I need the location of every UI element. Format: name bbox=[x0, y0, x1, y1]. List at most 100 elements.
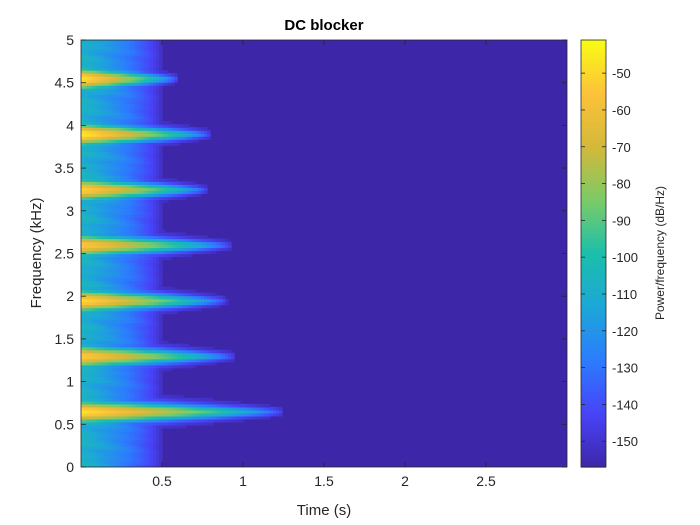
heatmap-cell bbox=[144, 46, 148, 50]
heatmap-cell bbox=[177, 421, 181, 426]
heatmap-cell bbox=[207, 295, 211, 300]
heatmap-cell bbox=[120, 406, 124, 411]
heatmap-cell bbox=[135, 55, 139, 59]
heatmap-cell bbox=[96, 343, 100, 348]
heatmap-cell bbox=[147, 442, 151, 447]
heatmap-cell bbox=[135, 121, 139, 125]
heatmap-cell bbox=[153, 115, 157, 119]
heatmap-cell bbox=[231, 415, 235, 420]
heatmap-cell bbox=[114, 97, 118, 101]
heatmap-cell bbox=[156, 268, 160, 273]
heatmap-cell bbox=[129, 148, 133, 152]
heatmap-cell bbox=[198, 415, 202, 420]
heatmap-cell bbox=[114, 298, 118, 303]
heatmap-cell bbox=[117, 49, 121, 53]
heatmap-cell bbox=[120, 370, 124, 375]
heatmap-cell bbox=[153, 391, 157, 396]
heatmap-cell bbox=[105, 112, 109, 116]
heatmap-cell bbox=[195, 301, 199, 306]
heatmap-cell bbox=[168, 196, 172, 200]
heatmap-cell bbox=[159, 187, 163, 191]
heatmap-cell bbox=[156, 193, 160, 197]
heatmap-cell bbox=[126, 46, 130, 50]
heatmap-cell bbox=[168, 346, 172, 351]
heatmap-cell bbox=[108, 325, 112, 330]
heatmap-cell bbox=[159, 130, 163, 134]
heatmap-cell bbox=[126, 73, 130, 77]
heatmap-cell bbox=[123, 409, 127, 414]
heatmap-cell bbox=[153, 268, 157, 273]
heatmap-cell bbox=[87, 364, 91, 369]
heatmap-cell bbox=[126, 103, 130, 107]
heatmap-cell bbox=[87, 184, 91, 188]
heatmap-cell bbox=[144, 403, 148, 408]
heatmap-cell bbox=[219, 355, 223, 360]
heatmap-cell bbox=[159, 319, 163, 324]
colorbar-strip bbox=[581, 435, 606, 438]
heatmap-cell bbox=[81, 448, 85, 453]
heatmap-cell bbox=[141, 418, 145, 423]
heatmap-cell bbox=[159, 160, 163, 164]
heatmap-cell bbox=[171, 310, 175, 315]
heatmap-cell bbox=[102, 118, 106, 122]
heatmap-cell bbox=[183, 193, 187, 197]
heatmap-cell bbox=[126, 436, 130, 441]
heatmap-cell bbox=[132, 451, 136, 456]
heatmap-cell bbox=[135, 79, 139, 83]
heatmap-cell bbox=[171, 418, 175, 423]
heatmap-cell bbox=[108, 247, 112, 252]
heatmap-cell bbox=[267, 409, 271, 414]
heatmap-cell bbox=[207, 346, 211, 351]
heatmap-cell bbox=[180, 139, 184, 143]
heatmap-cell bbox=[111, 259, 115, 264]
heatmap-cell bbox=[144, 148, 148, 152]
heatmap-cell bbox=[84, 457, 88, 462]
heatmap-cell bbox=[93, 403, 97, 408]
heatmap-cell bbox=[159, 226, 163, 231]
heatmap-cell bbox=[192, 301, 196, 306]
heatmap-cell bbox=[186, 127, 190, 131]
heatmap-cell bbox=[87, 205, 91, 209]
heatmap-cell bbox=[132, 409, 136, 414]
heatmap-cell bbox=[126, 151, 130, 155]
heatmap-cell bbox=[123, 328, 127, 333]
heatmap-cell bbox=[132, 73, 136, 77]
heatmap-cell bbox=[90, 292, 94, 297]
heatmap-cell bbox=[102, 169, 106, 173]
heatmap-cell bbox=[81, 133, 85, 137]
heatmap-cell bbox=[204, 238, 208, 243]
heatmap-cell bbox=[102, 301, 106, 306]
heatmap-cell bbox=[249, 403, 253, 408]
heatmap-cell bbox=[129, 376, 133, 381]
heatmap-cell bbox=[111, 355, 115, 360]
heatmap-cell bbox=[114, 229, 118, 234]
heatmap-cell bbox=[219, 409, 223, 414]
heatmap-cell bbox=[120, 124, 124, 128]
heatmap-cell bbox=[129, 205, 133, 209]
heatmap-cell bbox=[108, 349, 112, 354]
heatmap-cell bbox=[120, 454, 124, 459]
heatmap-cell bbox=[141, 115, 145, 119]
heatmap-cell bbox=[87, 262, 91, 267]
heatmap-cell bbox=[138, 274, 142, 279]
heatmap-cell bbox=[93, 52, 97, 56]
heatmap-cell bbox=[105, 148, 109, 152]
heatmap-cell bbox=[129, 175, 133, 179]
heatmap-cell bbox=[105, 364, 109, 369]
heatmap-cell bbox=[123, 427, 127, 432]
heatmap-cell bbox=[96, 220, 100, 225]
heatmap-cell bbox=[150, 301, 154, 306]
heatmap-cell bbox=[102, 211, 106, 216]
heatmap-cell bbox=[150, 220, 154, 225]
heatmap-cell bbox=[84, 343, 88, 348]
heatmap-cell bbox=[99, 190, 103, 194]
heatmap-cell bbox=[126, 301, 130, 306]
heatmap-cell bbox=[87, 271, 91, 276]
heatmap-cell bbox=[84, 202, 88, 206]
heatmap-cell bbox=[84, 130, 88, 134]
heatmap-cell bbox=[225, 244, 229, 249]
heatmap-cell bbox=[99, 139, 103, 143]
heatmap-cell bbox=[177, 361, 181, 366]
heatmap-cell bbox=[150, 289, 154, 294]
heatmap-cell bbox=[108, 394, 112, 399]
